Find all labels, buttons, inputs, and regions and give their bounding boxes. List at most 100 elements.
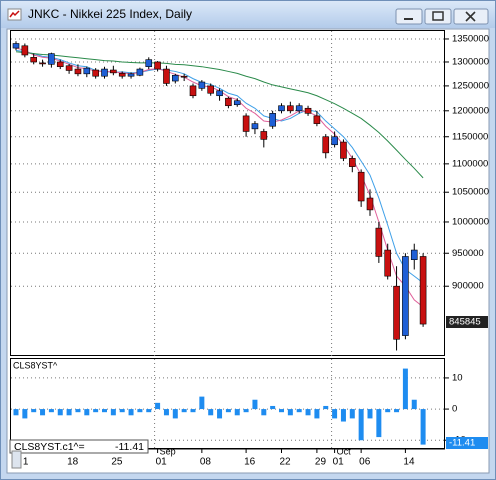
candle-body xyxy=(410,249,418,261)
indicator-bar xyxy=(119,409,125,413)
candle-body xyxy=(366,197,374,211)
indicator-bar xyxy=(155,402,161,410)
indicator-bar xyxy=(340,409,346,422)
indicator-bar xyxy=(225,409,231,413)
y-tick-label: 950000 xyxy=(452,248,484,259)
moving-average-line xyxy=(15,51,424,179)
indicator-bar xyxy=(172,409,178,419)
indicator-bar xyxy=(385,409,391,413)
indicator-bar xyxy=(57,409,63,416)
close-button[interactable] xyxy=(453,8,489,25)
marks: 1 18 25 01 08 16 22 29 01 06 14 Sep Oct 1350000 130000… xyxy=(11,31,489,468)
indicator-bar xyxy=(358,409,364,441)
candle-body xyxy=(304,107,312,114)
candle-body xyxy=(242,115,250,132)
candle-body xyxy=(375,227,383,257)
candle-body xyxy=(331,136,338,146)
candle-body xyxy=(260,131,268,140)
candle-body xyxy=(92,69,99,77)
candle-body xyxy=(251,123,259,130)
x-tick-label: 29 xyxy=(315,457,327,468)
candle-body xyxy=(48,53,55,65)
x-tick-label: 14 xyxy=(403,457,415,468)
candle-body xyxy=(189,85,197,97)
indicator-bar xyxy=(252,399,258,410)
indicator-bar xyxy=(402,368,408,410)
indicator-bar xyxy=(48,409,54,413)
x-tick-label: 22 xyxy=(280,457,292,468)
candle-body xyxy=(225,97,232,107)
y-tick-label: 10 xyxy=(452,372,463,383)
y-tick-label: 1350000 xyxy=(452,33,489,44)
candle-body xyxy=(340,141,347,159)
indicator-bar xyxy=(128,409,134,416)
candle-body xyxy=(145,59,153,67)
indicator-panel xyxy=(10,358,445,449)
indicator-bar xyxy=(40,409,46,416)
indicator-bar xyxy=(323,405,329,410)
candle-body xyxy=(287,105,294,112)
x-tick-label: 01 xyxy=(156,457,168,468)
candle-body xyxy=(101,68,108,77)
indicator-bar xyxy=(217,409,223,419)
last-indicator-label: -11.41 xyxy=(449,438,475,449)
indicator-bar xyxy=(296,409,302,413)
indicator-bar xyxy=(367,409,373,419)
candle-body xyxy=(295,105,303,112)
candle-body xyxy=(233,100,241,106)
candle-body xyxy=(83,67,91,75)
candle-body xyxy=(322,136,330,154)
readout-box xyxy=(9,439,149,454)
y-tick-label: 1100000 xyxy=(452,158,488,169)
y-tick-label: 1050000 xyxy=(452,187,489,198)
candle-body xyxy=(56,61,64,67)
candle-body xyxy=(110,69,117,74)
indicator-bar xyxy=(102,409,107,413)
x-tick-label: 01 xyxy=(333,457,345,468)
candle-body xyxy=(198,81,206,89)
maximize-button[interactable] xyxy=(424,8,452,25)
indicator-bar xyxy=(261,409,267,416)
candle-body xyxy=(216,90,223,97)
indicator-bar xyxy=(13,409,19,416)
indicator-bar xyxy=(137,409,143,413)
x-tick-label: 1 xyxy=(23,457,29,468)
indicator-bar xyxy=(199,396,205,410)
indicator-bar xyxy=(93,409,99,413)
candle-body xyxy=(384,249,392,277)
candle-body xyxy=(136,68,144,76)
indicator-bar xyxy=(31,409,37,413)
x-tick-label: 18 xyxy=(67,457,79,468)
indicator-bar xyxy=(181,409,187,413)
indicator-bar xyxy=(146,409,152,413)
candle-body xyxy=(207,85,214,94)
month-label: Sep xyxy=(160,446,176,456)
indicator-bar xyxy=(279,409,284,413)
window-title: JNKC - Nikkei 225 Index, Daily xyxy=(28,7,192,21)
candle-body xyxy=(402,256,409,336)
candle-body xyxy=(163,68,170,84)
indicator-bar xyxy=(208,409,214,416)
candle-body xyxy=(357,171,365,202)
candle-body xyxy=(419,256,427,325)
price-panel xyxy=(10,30,445,356)
indicator-bar xyxy=(420,409,426,445)
indicator-bar xyxy=(349,409,355,419)
candle-body xyxy=(278,105,285,112)
y-tick-label: 900000 xyxy=(452,281,484,292)
indicator-bar xyxy=(22,409,28,419)
last-indicator-box xyxy=(446,437,488,449)
last-price-box xyxy=(446,316,488,328)
indicator-bar xyxy=(287,409,293,416)
candle-body xyxy=(269,113,276,127)
scroll-handle[interactable] xyxy=(11,450,22,469)
indicator-bar xyxy=(84,409,90,416)
y-tick-label: 1300000 xyxy=(452,56,489,67)
candle-body xyxy=(30,57,38,63)
minimize-button[interactable] xyxy=(395,8,423,25)
candle-body xyxy=(313,115,321,124)
readout-value: -11.41 xyxy=(115,441,144,453)
candle-body xyxy=(127,73,135,77)
